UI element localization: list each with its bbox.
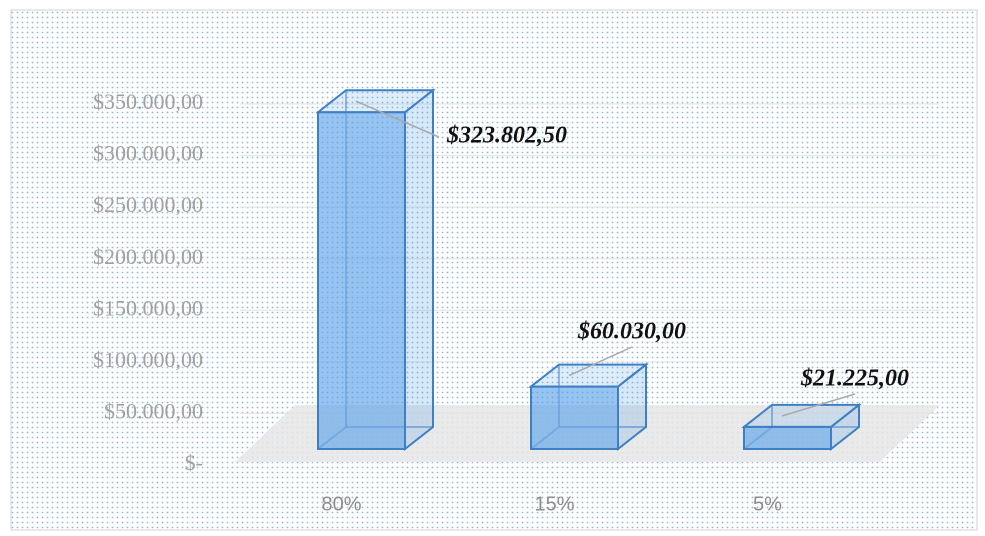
x-tick-label: 80% [321,493,361,515]
y-tick-label: $- [185,450,203,475]
x-tick-label: 15% [534,493,574,515]
y-tick-label: $50.000,00 [104,398,203,423]
bar [317,111,406,451]
bar [743,425,832,450]
value-label: $21.225,00 [800,366,909,392]
y-tick-label: $350.000,00 [93,89,203,114]
leader-line [568,346,633,377]
value-label: $60.030,00 [577,319,686,345]
leader-line [781,393,856,417]
leader-line [355,100,440,138]
bar [530,385,619,450]
value-label: $323.802,50 [446,123,567,149]
bar-side [404,88,434,452]
y-tick-label: $100.000,00 [93,347,203,372]
y-tick-label: $250.000,00 [93,192,203,217]
y-tick-label: $200.000,00 [93,244,203,269]
y-tick-label: $150.000,00 [93,295,203,320]
x-tick-label: 5% [753,493,782,515]
y-tick-label: $300.000,00 [93,141,203,166]
